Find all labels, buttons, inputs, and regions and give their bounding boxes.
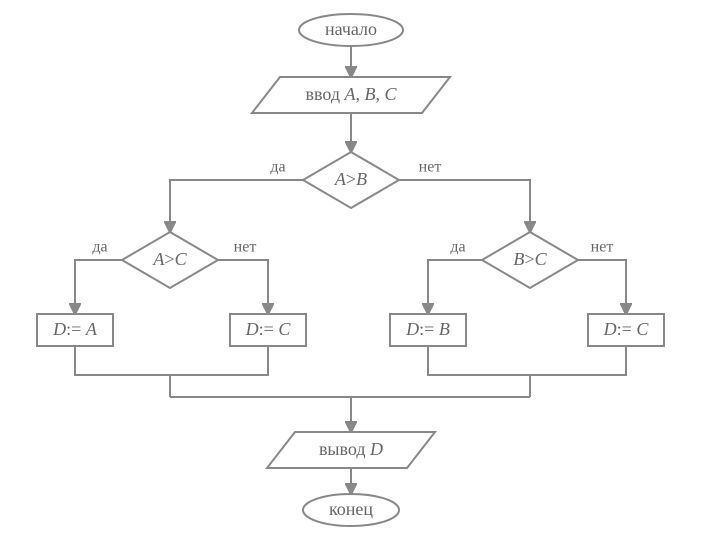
edge-label: да <box>92 239 107 256</box>
edge <box>578 260 626 314</box>
edge-label: нет <box>419 159 442 176</box>
flowchart-canvas: да нет да нет да нет начало ввод A, B, C A>B A>C B… <box>0 0 703 534</box>
edge-label: да <box>270 159 285 176</box>
output-label: вывод D <box>319 439 383 459</box>
edge <box>399 180 530 232</box>
edge <box>170 180 303 232</box>
edge <box>170 346 268 375</box>
dec2-label: A>C <box>152 249 187 269</box>
start-label: начало <box>325 19 377 39</box>
dec1-label: A>B <box>334 169 367 189</box>
edge-label: да <box>450 239 465 256</box>
edge-label: нет <box>234 239 257 256</box>
edge <box>530 346 626 397</box>
asgn_c2-label: D:= C <box>603 319 650 339</box>
edge <box>428 260 482 314</box>
asgn_b-label: D:= B <box>405 319 450 339</box>
asgn_c1-label: D:= C <box>245 319 292 339</box>
edge <box>428 346 530 375</box>
edge <box>218 260 268 314</box>
asgn_a-label: D:= A <box>52 319 98 339</box>
edge-label: нет <box>591 239 614 256</box>
edge <box>75 346 170 397</box>
end-label: конец <box>329 499 373 519</box>
input-label: ввод A, B, C <box>305 84 397 104</box>
edge <box>75 260 122 314</box>
dec3-label: B>C <box>513 249 547 269</box>
